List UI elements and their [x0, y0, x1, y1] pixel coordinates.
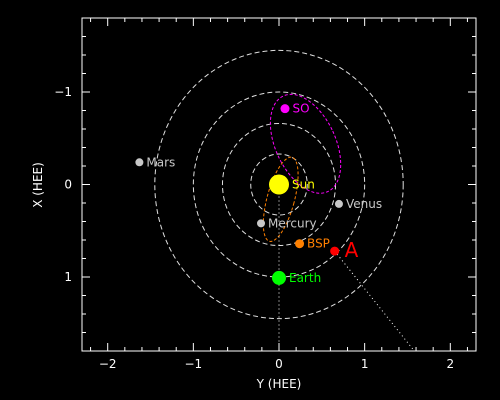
label-mercury: Mercury	[268, 216, 317, 230]
label-a: A	[345, 238, 359, 262]
x-tick-label: −1	[184, 357, 202, 371]
body-a	[330, 246, 340, 256]
celestial-bodies: Sun SO Mars Venus Mercury BSP A Earth	[135, 102, 382, 285]
orbit-paths	[262, 93, 342, 242]
y-tick-label: 0	[64, 178, 72, 192]
reference-circle-0	[250, 153, 308, 216]
label-so: SO	[292, 102, 309, 116]
y-tick-label: −1	[54, 85, 72, 99]
x-axis-title: Y (HEE)	[256, 377, 302, 391]
reference-circle-3	[154, 49, 404, 320]
label-earth: Earth	[289, 271, 321, 285]
axis-ticks: −2 −1 0 1 2 −1 0 1	[54, 18, 476, 371]
x-tick-label: −2	[99, 357, 117, 371]
body-mars	[135, 158, 144, 167]
y-tick-label: 1	[64, 270, 72, 284]
label-mars: Mars	[146, 155, 175, 169]
orbit-so	[269, 93, 342, 194]
body-so	[280, 104, 290, 114]
body-sun	[269, 174, 289, 195]
body-bsp	[295, 239, 305, 249]
x-tick-label: 2	[446, 357, 454, 371]
x-tick-label: 1	[361, 357, 369, 371]
y-axis-title: X (HEE)	[31, 162, 45, 208]
label-venus: Venus	[346, 197, 382, 211]
body-mercury	[257, 219, 266, 228]
body-earth	[272, 270, 286, 285]
body-venus	[334, 199, 343, 208]
x-tick-label: 0	[275, 357, 283, 371]
orbit-bsp	[262, 156, 299, 242]
label-sun: Sun	[292, 178, 315, 192]
label-bsp: BSP	[307, 237, 330, 251]
